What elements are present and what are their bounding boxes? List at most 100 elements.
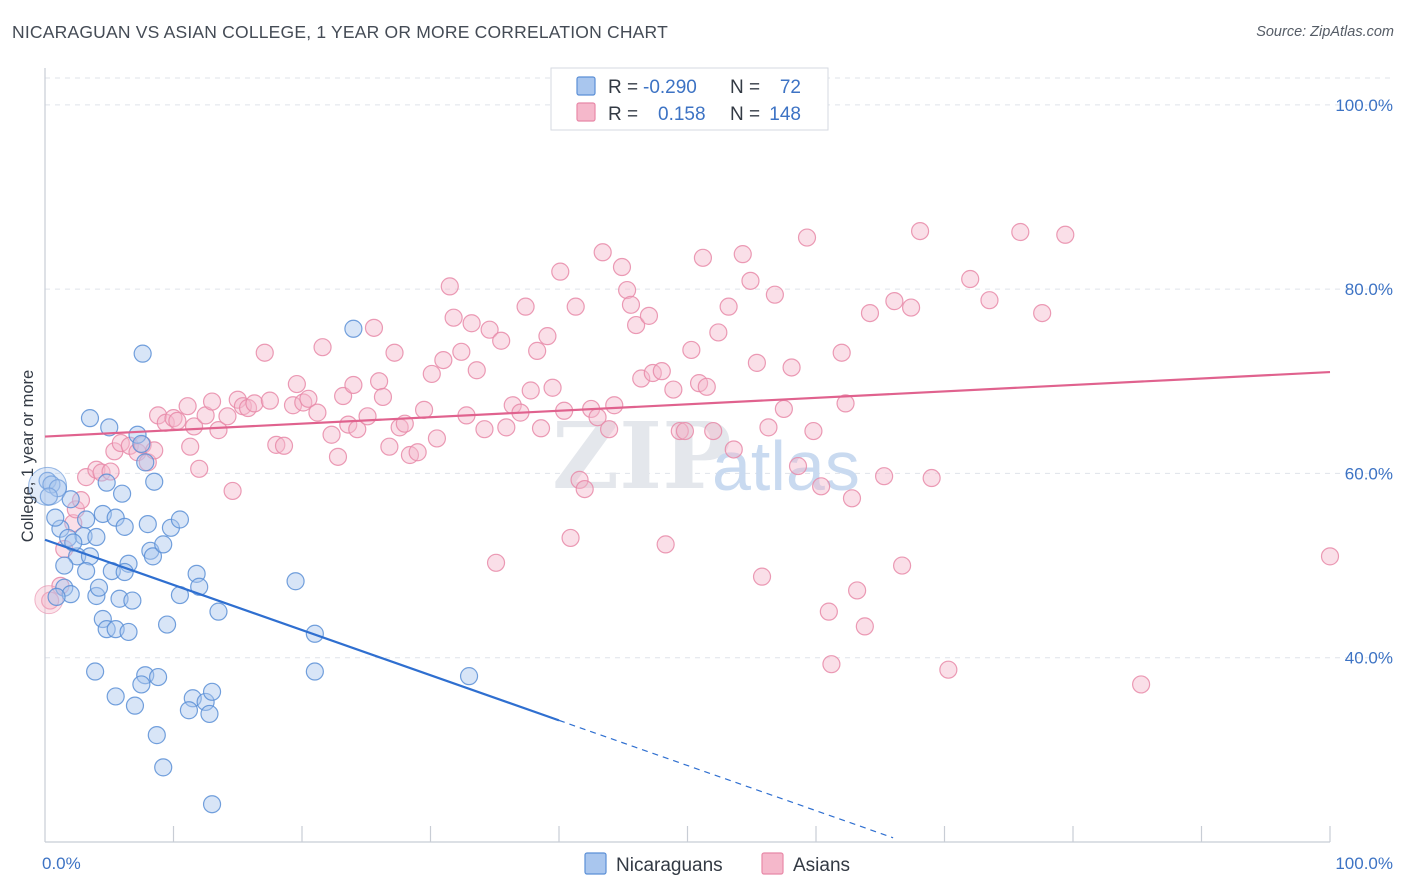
data-point: [440, 277, 459, 296]
data-point: [516, 297, 535, 316]
data-point: [538, 327, 557, 346]
data-point: [148, 667, 168, 687]
legend-r-value-pink: 0.158: [658, 104, 706, 125]
data-point: [848, 581, 867, 600]
data-point: [181, 437, 200, 456]
data-point: [125, 696, 145, 715]
data-point: [93, 609, 112, 629]
data-point: [670, 421, 689, 441]
data-point: [422, 364, 441, 384]
data-point: [101, 462, 120, 481]
data-point: [202, 392, 222, 411]
data-point: [147, 726, 166, 745]
data-point: [521, 381, 540, 400]
asians-trend-line: [44, 370, 1331, 438]
data-point: [87, 460, 106, 479]
data-point: [497, 418, 516, 437]
data-point: [255, 343, 274, 362]
data-point: [380, 437, 399, 456]
data-point: [89, 578, 109, 597]
data-point: [328, 447, 348, 466]
legend-r-value-blue: -0.290: [643, 77, 697, 98]
data-point: [747, 353, 766, 372]
data-point: [77, 510, 96, 529]
data-point: [566, 297, 585, 316]
data-point: [154, 758, 173, 777]
data-point: [274, 436, 294, 455]
data-point: [119, 622, 138, 642]
data-point: [223, 481, 242, 501]
data-point: [452, 342, 471, 361]
data-point: [855, 617, 874, 636]
data-point: [492, 331, 511, 350]
data-point: [860, 304, 880, 323]
data-point: [774, 399, 793, 419]
data-point: [61, 585, 80, 604]
data-point: [202, 682, 222, 701]
data-point: [364, 318, 384, 337]
data-point: [704, 421, 723, 441]
data-point: [408, 443, 427, 462]
data-point: [875, 467, 894, 486]
legend-n-label-blue: N =: [730, 77, 760, 98]
data-point: [922, 468, 941, 488]
grid-lines: [45, 77, 1392, 659]
data-point: [759, 418, 778, 437]
x-ticks: [172, 826, 1331, 842]
data-point: [170, 510, 190, 529]
data-point: [115, 517, 134, 536]
trend-lines: [44, 370, 1331, 839]
data-point: [570, 470, 589, 489]
data-point: [782, 358, 801, 377]
data-point: [145, 472, 164, 491]
data-point: [804, 421, 823, 441]
data-point: [961, 269, 980, 289]
data-point: [475, 420, 494, 439]
source-label: Source: ZipAtlas.com: [1256, 24, 1394, 40]
data-point: [901, 298, 921, 317]
data-point: [87, 527, 106, 547]
data-point: [1056, 225, 1075, 244]
data-point: [682, 340, 701, 360]
data-point: [632, 369, 651, 388]
data-point: [733, 245, 752, 264]
data-point: [788, 456, 808, 476]
data-point: [344, 319, 363, 338]
data-point: [322, 425, 341, 444]
series-legend-label-asians: Asians: [793, 855, 850, 876]
data-point-cluster: [28, 466, 68, 506]
data-point: [600, 420, 619, 439]
data-point: [51, 519, 70, 538]
data-point: [842, 489, 862, 508]
data-point: [370, 372, 389, 391]
data-point: [299, 389, 318, 408]
data-point: [132, 675, 151, 694]
data-point: [313, 338, 332, 357]
data-point: [287, 374, 306, 394]
data-point: [980, 291, 999, 310]
data-point: [459, 667, 479, 686]
data-point: [561, 528, 580, 548]
data-point: [1011, 222, 1030, 242]
data-point: [61, 490, 80, 509]
data-point: [819, 602, 838, 621]
x-tick-label-max: 100.0%: [1335, 854, 1393, 873]
data-point: [80, 409, 100, 428]
data-point: [209, 602, 228, 621]
legend-box: [550, 67, 829, 131]
data-point: [308, 403, 327, 422]
series-legend-swatch-asians: [761, 852, 784, 875]
data-point: [190, 459, 209, 478]
x-tick-label-min: 0.0%: [42, 854, 81, 873]
data-point: [832, 343, 851, 362]
data-point: [639, 306, 659, 325]
data-point: [245, 394, 264, 413]
data-point: [133, 435, 152, 454]
y-tick-label: 100.0%: [1335, 96, 1393, 115]
data-point: [358, 407, 377, 426]
data-point: [128, 425, 147, 444]
data-point: [123, 591, 142, 610]
data-point: [741, 271, 760, 290]
data-point: [115, 562, 134, 582]
